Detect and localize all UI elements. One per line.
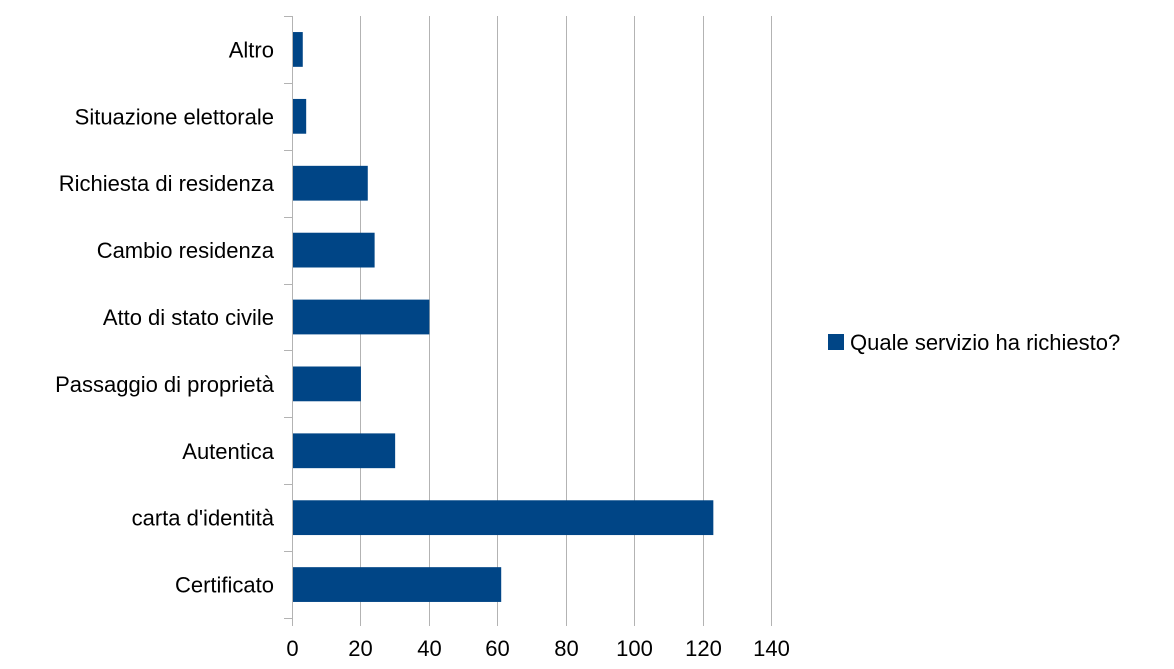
x-tick-label: 0	[286, 636, 298, 661]
bar	[292, 98, 307, 134]
x-tick-labels: 0 20 40 60 80 100 120 140	[286, 636, 789, 661]
bar	[292, 299, 430, 335]
category-label: Passaggio di proprietà	[55, 372, 275, 397]
x-tick-label: 120	[685, 636, 722, 661]
gridlines	[360, 16, 772, 618]
category-labels: Altro Situazione elettorale Richiesta di r…	[55, 37, 275, 597]
x-tick-label: 40	[417, 636, 441, 661]
category-label: Cambio residenza	[97, 238, 275, 263]
legend-swatch	[828, 334, 844, 350]
x-tick-label: 100	[616, 636, 653, 661]
bar	[292, 500, 714, 536]
bar	[292, 232, 375, 268]
x-tick-label: 20	[348, 636, 372, 661]
category-label: Richiesta di residenza	[59, 171, 275, 196]
legend: Quale servizio ha richiesto?	[828, 330, 1120, 355]
bar	[292, 433, 396, 469]
bars	[292, 32, 714, 602]
bar	[292, 165, 368, 201]
x-tick-label: 60	[485, 636, 509, 661]
bar	[292, 366, 361, 402]
category-label: carta d'identità	[132, 506, 275, 531]
category-label: Autentica	[182, 439, 274, 464]
axes	[284, 16, 772, 626]
bar	[292, 567, 502, 602]
category-label: Atto di stato civile	[103, 305, 274, 330]
x-tick-label: 80	[554, 636, 578, 661]
legend-label: Quale servizio ha richiesto?	[850, 330, 1120, 355]
category-label: Situazione elettorale	[75, 104, 274, 129]
x-tick-label: 140	[753, 636, 790, 661]
category-label: Altro	[229, 37, 274, 62]
category-label: Certificato	[175, 573, 274, 598]
bar	[292, 32, 303, 67]
